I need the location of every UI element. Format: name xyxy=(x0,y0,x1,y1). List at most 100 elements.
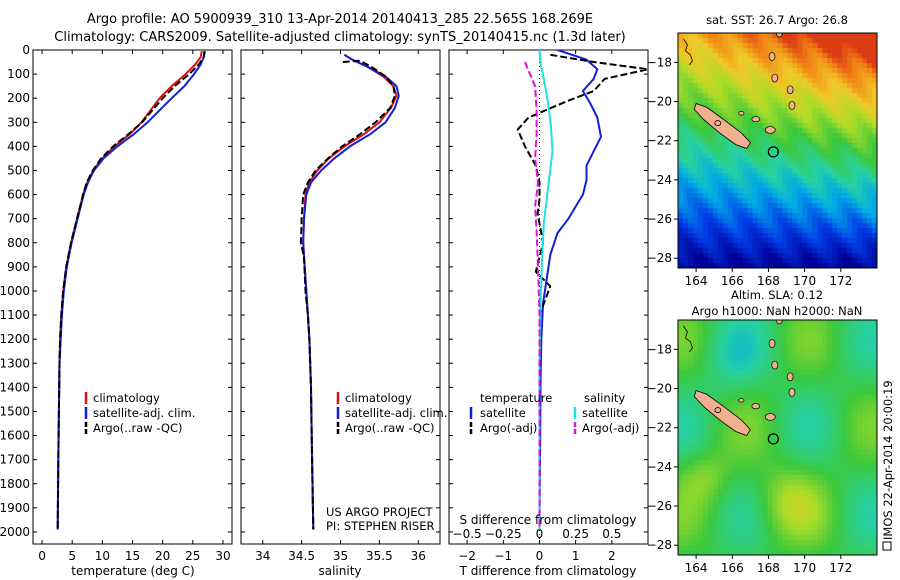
heatmap-cell xyxy=(712,485,719,491)
heatmap-cell xyxy=(867,525,873,531)
heatmap-cell xyxy=(837,163,843,169)
heatmap-cell xyxy=(867,475,873,481)
heatmap-cell xyxy=(682,485,689,491)
heatmap-cell xyxy=(727,360,734,366)
heatmap-cell xyxy=(827,133,833,139)
heatmap-cell xyxy=(852,168,858,174)
island-loyalty xyxy=(738,111,745,116)
heatmap-cell xyxy=(807,425,813,431)
heatmap-cell xyxy=(762,243,769,249)
heatmap-cell xyxy=(678,530,684,536)
heatmap-cell xyxy=(727,550,734,555)
heatmap-cell xyxy=(687,113,694,119)
heatmap-cell xyxy=(807,143,813,149)
heatmap-cell xyxy=(812,58,818,64)
heatmap-cell xyxy=(712,480,719,486)
heatmap-cell xyxy=(792,68,798,74)
heatmap-cell xyxy=(862,63,868,69)
heatmap-cell xyxy=(777,475,784,481)
heatmap-cell xyxy=(827,193,833,199)
heatmap-cell xyxy=(867,330,873,336)
heatmap-cell xyxy=(782,370,789,376)
heatmap-cell xyxy=(727,63,734,69)
heatmap-cell xyxy=(742,188,749,194)
heatmap-cell xyxy=(702,420,709,426)
heatmap-cell xyxy=(802,405,808,411)
heatmap-cell xyxy=(862,410,868,416)
heatmap-cell xyxy=(678,405,684,411)
heatmap-cell xyxy=(787,540,794,546)
heatmap-cell xyxy=(847,243,853,249)
heatmap-cell xyxy=(687,223,694,229)
heatmap-cell xyxy=(847,540,853,546)
heatmap-cell xyxy=(722,238,729,244)
heatmap-cell xyxy=(872,550,877,555)
heatmap-cell xyxy=(837,113,843,119)
heatmap-cell xyxy=(762,248,769,254)
heatmap-cell xyxy=(737,103,744,109)
heatmap-cell xyxy=(767,248,774,254)
heatmap-cell xyxy=(797,73,803,79)
heatmap-cell xyxy=(707,460,714,466)
heatmap-cell xyxy=(682,248,689,254)
heatmap-cell xyxy=(807,330,813,336)
heatmap-cell xyxy=(717,98,724,104)
heatmap-cell xyxy=(707,550,714,555)
heatmap-cell xyxy=(722,545,729,551)
heatmap-cell xyxy=(812,208,818,214)
heatmap-cell xyxy=(862,525,868,531)
heatmap-cell xyxy=(737,78,744,84)
heatmap-cell xyxy=(792,520,798,526)
heatmap-cell xyxy=(697,218,704,224)
heatmap-cell xyxy=(692,540,699,546)
heatmap-cell xyxy=(727,510,734,516)
heatmap-cell xyxy=(842,258,848,264)
heatmap-cell xyxy=(837,243,843,249)
heatmap-cell xyxy=(847,78,853,84)
heatmap-cell xyxy=(872,78,877,84)
heatmap-cell xyxy=(807,53,813,59)
heatmap-cell xyxy=(737,435,744,441)
heatmap-cell xyxy=(837,118,843,124)
heatmap-cell xyxy=(682,173,689,179)
heatmap-cell xyxy=(812,128,818,134)
heatmap-cell xyxy=(762,213,769,219)
heatmap-cell xyxy=(712,465,719,471)
heatmap-cell xyxy=(682,103,689,109)
heatmap-cell xyxy=(817,540,823,546)
heatmap-cell xyxy=(847,168,853,174)
heatmap-cell xyxy=(837,375,843,381)
heatmap-cell xyxy=(857,193,863,199)
heatmap-cell xyxy=(842,380,848,386)
heatmap-cell xyxy=(782,340,789,346)
heatmap-cell xyxy=(762,345,769,351)
heatmap-cell xyxy=(722,510,729,516)
heatmap-cell xyxy=(817,420,823,426)
x-tick-label: 34.5 xyxy=(288,549,315,563)
heatmap-cell xyxy=(727,33,734,39)
heatmap-cell xyxy=(802,375,808,381)
heatmap-cell xyxy=(678,440,684,446)
heatmap-cell xyxy=(762,58,769,64)
heatmap-cell xyxy=(722,505,729,511)
heatmap-cell xyxy=(737,48,744,54)
heatmap-cell xyxy=(702,345,709,351)
heatmap-cell xyxy=(722,93,729,99)
heatmap-cell xyxy=(752,198,759,204)
heatmap-cell xyxy=(802,500,808,506)
heatmap-cell xyxy=(712,103,719,109)
heatmap-cell xyxy=(842,63,848,69)
series-line-temperature-argo-adj- xyxy=(516,53,648,530)
heatmap-cell xyxy=(812,420,818,426)
heatmap-cell xyxy=(837,445,843,451)
heatmap-cell xyxy=(752,188,759,194)
heatmap-cell xyxy=(817,440,823,446)
heatmap-cell xyxy=(797,33,803,39)
heatmap-cell xyxy=(702,103,709,109)
heatmap-cell xyxy=(837,193,843,199)
heatmap-cell xyxy=(832,163,838,169)
heatmap-cell xyxy=(682,43,689,49)
heatmap-cell xyxy=(842,405,848,411)
heatmap-cell xyxy=(707,203,714,209)
heatmap-cell xyxy=(797,198,803,204)
